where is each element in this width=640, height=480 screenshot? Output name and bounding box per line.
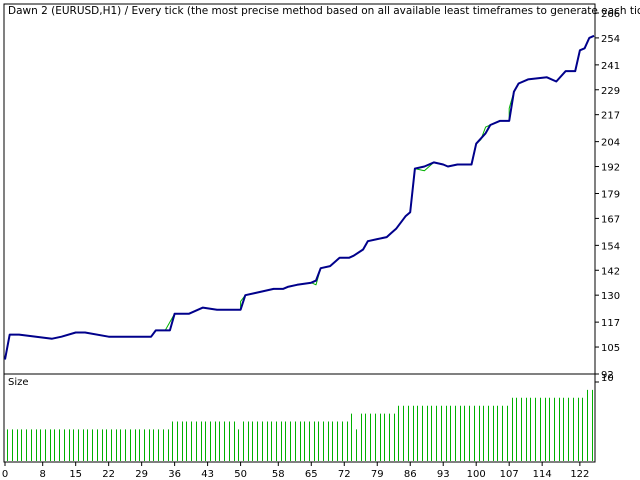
x-axis: 0 8 15 22 29 36 43 50 58 65 72 79 86 93 100 107 114 122 xyxy=(2,462,589,480)
y-tick-label: 92 xyxy=(601,370,614,381)
x-tick-label: 79 xyxy=(371,469,384,480)
x-tick-label: 29 xyxy=(135,469,148,480)
x-tick-label: 122 xyxy=(570,469,589,480)
x-tick-label: 8 xyxy=(40,469,46,480)
size-y-tick-label: 10 xyxy=(601,373,614,384)
size-bars xyxy=(7,389,593,461)
y-tick-label: 142 xyxy=(601,266,620,277)
chart-title: Dawn 2 (EURUSD,H1) / Every tick (the mos… xyxy=(8,5,640,17)
x-tick-label: 65 xyxy=(305,469,318,480)
y-tick-label: 254 xyxy=(601,34,620,45)
x-tick-label: 22 xyxy=(102,469,115,480)
x-tick-label: 114 xyxy=(533,469,552,480)
size-y-axis: 10 xyxy=(595,373,614,384)
y-tick-label: 105 xyxy=(601,343,620,354)
y-tick-label: 217 xyxy=(601,111,620,122)
y-tick-label: 130 xyxy=(601,291,620,302)
x-tick-label: 50 xyxy=(234,469,247,480)
x-tick-label: 107 xyxy=(500,469,519,480)
x-tick-label: 72 xyxy=(338,469,351,480)
x-tick-label: 36 xyxy=(168,469,181,480)
y-tick-label: 154 xyxy=(601,241,620,252)
y-tick-label: 204 xyxy=(601,138,620,149)
y-tick-label: 266 xyxy=(601,9,620,20)
x-tick-label: 0 xyxy=(2,469,8,480)
y-tick-label: 117 xyxy=(601,318,620,329)
main-plot-frame xyxy=(3,3,596,375)
y-tick-label: 167 xyxy=(601,214,620,225)
balance-line xyxy=(4,34,595,360)
x-tick-label: 43 xyxy=(201,469,214,480)
x-tick-label: 100 xyxy=(467,469,486,480)
y-tick-label: 179 xyxy=(601,190,620,201)
size-panel-label: Size xyxy=(8,377,29,388)
x-tick-label: 86 xyxy=(404,469,417,480)
x-tick-label: 15 xyxy=(69,469,82,480)
y-tick-label: 229 xyxy=(601,86,620,97)
x-tick-label: 93 xyxy=(437,469,450,480)
y-tick-label: 192 xyxy=(601,163,620,174)
balance-series xyxy=(4,34,595,360)
y-tick-label: 241 xyxy=(601,61,620,72)
y-axis: 266 254 241 229 217 204 192 179 167 154 142 130 117 1… xyxy=(595,9,620,381)
x-tick-label: 58 xyxy=(272,469,285,480)
